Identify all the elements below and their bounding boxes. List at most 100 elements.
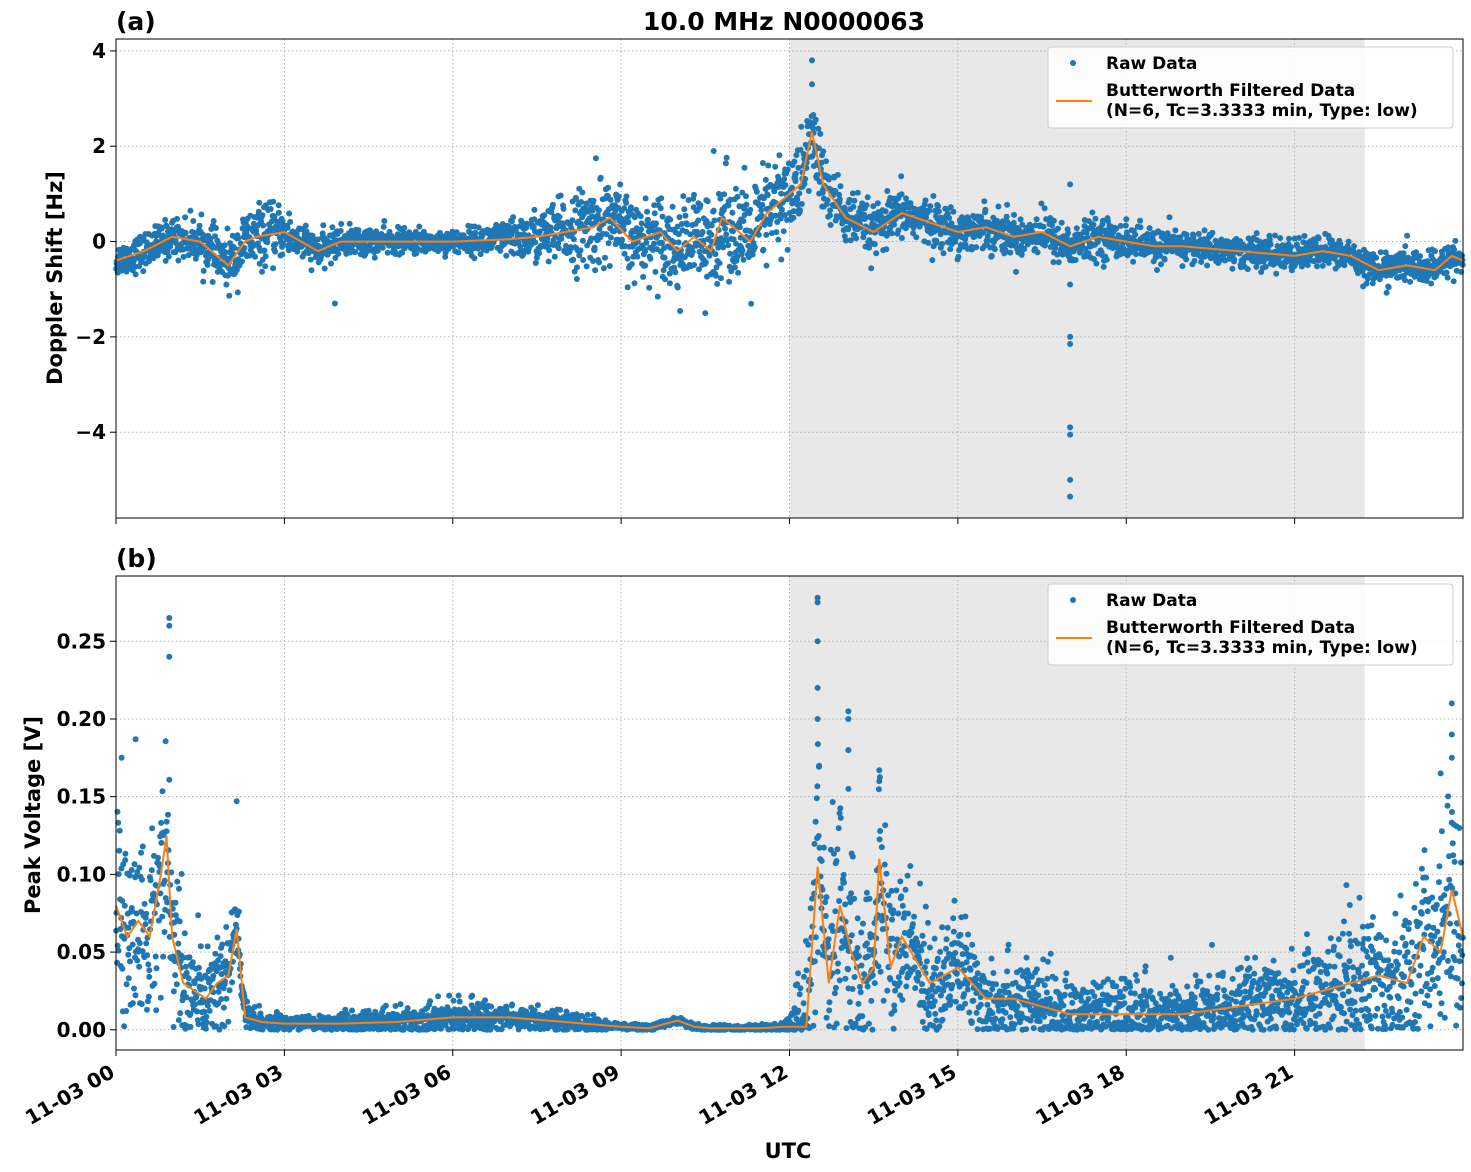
raw-data-point [549,201,556,208]
raw-data-point [536,250,543,256]
raw-data-point [689,248,696,255]
raw-data-point [220,1004,227,1011]
raw-data-point [555,245,562,252]
raw-data-point [161,877,168,884]
panel-a-legend-filtered-line-2: (N=6, Tc=3.3333 min, Type: low) [1106,101,1418,121]
raw-data-point [646,284,653,291]
raw-data-point [1123,216,1130,223]
raw-data-point [1055,259,1062,266]
raw-data-point [853,235,860,242]
raw-data-point [606,263,613,269]
raw-data-point [262,253,269,260]
raw-data-point [836,196,843,203]
raw-data-point [545,258,552,265]
raw-data-point [583,263,590,270]
raw-data-point [638,220,645,227]
raw-data-point [225,1018,232,1025]
raw-data-point [195,964,202,971]
raw-data-point [1154,267,1160,273]
raw-data-point [483,247,490,254]
raw-data-point [824,197,831,204]
raw-data-point [1003,213,1010,220]
raw-data-point [1040,223,1047,230]
raw-data-point [658,195,665,202]
panel-a-legend-raw-label: Raw Data [1106,54,1197,74]
raw-data-point [672,269,679,276]
raw-data-point [1117,222,1124,229]
raw-data-point [643,239,650,246]
raw-data-point [792,178,799,185]
panel-a-ylabel: Doppler Shift [Hz] [43,171,67,385]
raw-data-point [1092,215,1099,222]
raw-data-point [935,203,942,210]
raw-data-point [239,258,245,265]
raw-data-point [128,867,135,873]
raw-data-point [851,197,858,204]
raw-data-point [619,236,625,243]
raw-data-outlier [1067,341,1074,347]
raw-data-point [1253,230,1260,237]
raw-data-point [1209,229,1216,236]
raw-data-point [812,116,819,123]
raw-data-point [175,1017,182,1024]
y-tick-label: 2 [92,134,106,158]
raw-data-point [185,975,192,982]
raw-data-point [155,854,161,861]
raw-data-point [925,239,932,246]
raw-data-point [132,271,139,278]
raw-data-point [180,253,187,260]
raw-data-outlier [702,310,709,317]
raw-data-outlier [1067,333,1074,340]
raw-data-point [794,196,801,203]
raw-data-point [122,850,129,857]
raw-data-point [751,244,758,251]
raw-data-point [450,997,457,1004]
raw-data-point [827,222,834,228]
raw-data-point [381,218,388,224]
raw-data-point [1073,225,1080,232]
raw-data-point [982,206,989,213]
raw-data-point [659,213,666,220]
raw-data-point [308,267,315,274]
raw-data-point [287,218,294,225]
raw-data-point [850,203,857,210]
raw-data-point [235,235,242,241]
raw-data-point [973,244,980,251]
raw-data-point [898,173,905,180]
raw-data-point [815,125,822,132]
raw-data-point [231,245,238,251]
raw-data-point [187,207,194,214]
raw-data-point [1402,243,1409,250]
y-tick-label: −2 [75,325,106,349]
raw-data-point [1050,217,1057,224]
raw-data-point [729,209,736,216]
raw-data-point [225,265,232,272]
raw-data-point [864,194,871,201]
raw-data-point [691,191,697,198]
raw-data-point [541,212,548,219]
raw-data-point [675,239,682,246]
raw-data-point [234,289,241,296]
raw-data-point [1304,262,1311,269]
raw-data-point [805,188,812,194]
raw-data-point [781,176,788,183]
raw-data-point [215,988,222,995]
raw-data-point [210,218,217,224]
raw-data-point [200,278,207,285]
raw-data-point [427,998,434,1005]
raw-data-point [557,1006,564,1013]
raw-data-point [256,1002,263,1009]
raw-data-outlier [592,155,599,162]
raw-data-point [456,998,463,1005]
raw-data-point [140,268,147,275]
raw-data-point [939,241,946,247]
raw-data-point [981,198,988,205]
panel-a-x-ticks [115,518,1296,524]
raw-data-point [160,953,167,960]
raw-data-point [170,1024,177,1030]
raw-data-point [177,1010,184,1017]
raw-data-point [328,260,334,267]
raw-data-point [680,193,687,200]
raw-data-outlier [809,81,815,88]
raw-data-point [743,201,750,208]
